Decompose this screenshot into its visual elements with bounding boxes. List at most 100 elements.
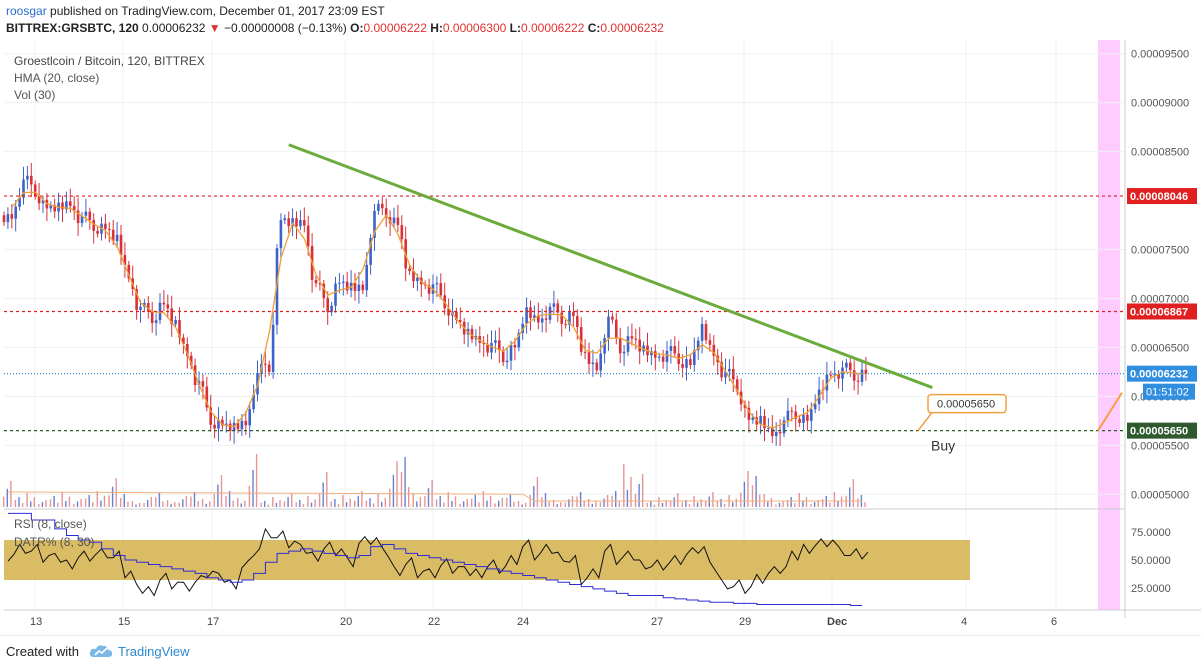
volume-bar (314, 499, 316, 507)
candle-body (696, 340, 700, 351)
volume-bar (283, 501, 286, 507)
candle-body (583, 351, 587, 353)
volume-bar (696, 502, 699, 507)
candle-body (381, 203, 384, 209)
candle-body (41, 199, 45, 204)
level-label-1: 0.00006867 (1130, 306, 1188, 318)
symbol-label: BITTREX:GRSBTC, 120 (6, 21, 139, 35)
candle-body (544, 318, 548, 320)
rsi-tick-0: 75.0000 (1131, 527, 1171, 539)
volume-bar (76, 501, 79, 507)
volume-bar (790, 497, 792, 507)
volume-bar (798, 493, 800, 507)
candle-body (841, 367, 844, 379)
rsi-tick-1: 50.0000 (1131, 555, 1171, 567)
datr-line (8, 512, 863, 607)
candle-body (92, 219, 95, 231)
candle-body (205, 386, 209, 408)
low-label: L: (509, 21, 521, 35)
volume-bar (615, 491, 617, 507)
volume-bar (267, 504, 269, 507)
buy-label: Buy (931, 438, 955, 454)
candle-body (513, 344, 517, 348)
candle-body (778, 431, 782, 434)
volume-bar (349, 498, 351, 507)
candle-body (189, 355, 193, 366)
volume-bar (681, 502, 683, 507)
volume-bar (529, 495, 531, 507)
candle-body (860, 369, 864, 382)
candle-body (369, 237, 372, 265)
volume-bar (634, 493, 637, 507)
author-link[interactable]: roosgar (6, 4, 47, 18)
volume-bar (568, 499, 570, 507)
candle-body (673, 346, 677, 354)
volume-bar (857, 498, 859, 507)
volume-bar (459, 503, 461, 507)
candle-body (494, 340, 497, 344)
volume-bar (155, 497, 157, 507)
candle-body (852, 370, 856, 381)
candle-body (661, 356, 665, 362)
volume-bar (595, 501, 597, 507)
chart-canvas[interactable]: 0.00009500 0.00009000 0.00008500 0.00007500… (0, 40, 1201, 635)
volume-bar (49, 499, 52, 507)
candle-body (221, 419, 224, 426)
volume-bar (474, 495, 476, 507)
volume-bar (272, 497, 274, 507)
volume-bar (720, 499, 722, 507)
volume-bar (810, 504, 812, 507)
candle-body (14, 206, 17, 219)
volume-bar (740, 492, 742, 507)
candle-body (501, 350, 505, 363)
candle-body (708, 340, 712, 345)
created-with-text: Created with (6, 644, 79, 659)
volume-bar (743, 481, 746, 507)
candle-body (72, 205, 76, 211)
volume-bar (599, 502, 602, 507)
candle-body (568, 312, 571, 325)
volume-bar (291, 493, 293, 507)
volume-bar (225, 495, 227, 507)
candle-body (174, 320, 177, 325)
volume-bar (533, 486, 535, 507)
trendline (288, 143, 933, 389)
volume-bar (541, 497, 543, 507)
candle-body (357, 284, 361, 291)
volume-bar (486, 500, 488, 507)
candle-body (517, 332, 521, 348)
volume-bar (143, 503, 145, 507)
open-value: 0.00006222 (363, 21, 427, 35)
legend-rsi: RSI (8, close) (14, 517, 87, 531)
candle-body (540, 318, 544, 323)
candle-body (408, 268, 411, 272)
candle-body (170, 308, 173, 325)
candle-body (435, 283, 439, 285)
volume-bar (337, 503, 340, 507)
candle-body (213, 424, 216, 429)
candle-body (599, 353, 602, 371)
candle-body (150, 311, 154, 323)
volume-bar (817, 500, 819, 507)
volume-bar (501, 498, 503, 507)
volume-bar (669, 501, 672, 507)
price-tick-5: 0.00006500 (1131, 342, 1189, 354)
volume-bar (439, 496, 441, 507)
volume-bar (220, 475, 223, 507)
volume-bar (174, 502, 176, 507)
candle-body (6, 214, 10, 223)
volume-bar (638, 483, 640, 507)
candle-body (76, 210, 80, 224)
volume-bar (170, 504, 172, 507)
rsi-line (7, 527, 869, 597)
candle-body (84, 211, 88, 216)
tradingview-brand-link[interactable]: TradingView (118, 644, 190, 659)
candle-body (377, 203, 380, 211)
volume-bar (389, 488, 391, 507)
volume-bar (369, 498, 371, 507)
volume-bar (482, 491, 485, 507)
candle-body (201, 381, 205, 387)
volume-bar (802, 501, 804, 507)
volume-bar (345, 502, 348, 507)
volume-bar (14, 500, 17, 507)
